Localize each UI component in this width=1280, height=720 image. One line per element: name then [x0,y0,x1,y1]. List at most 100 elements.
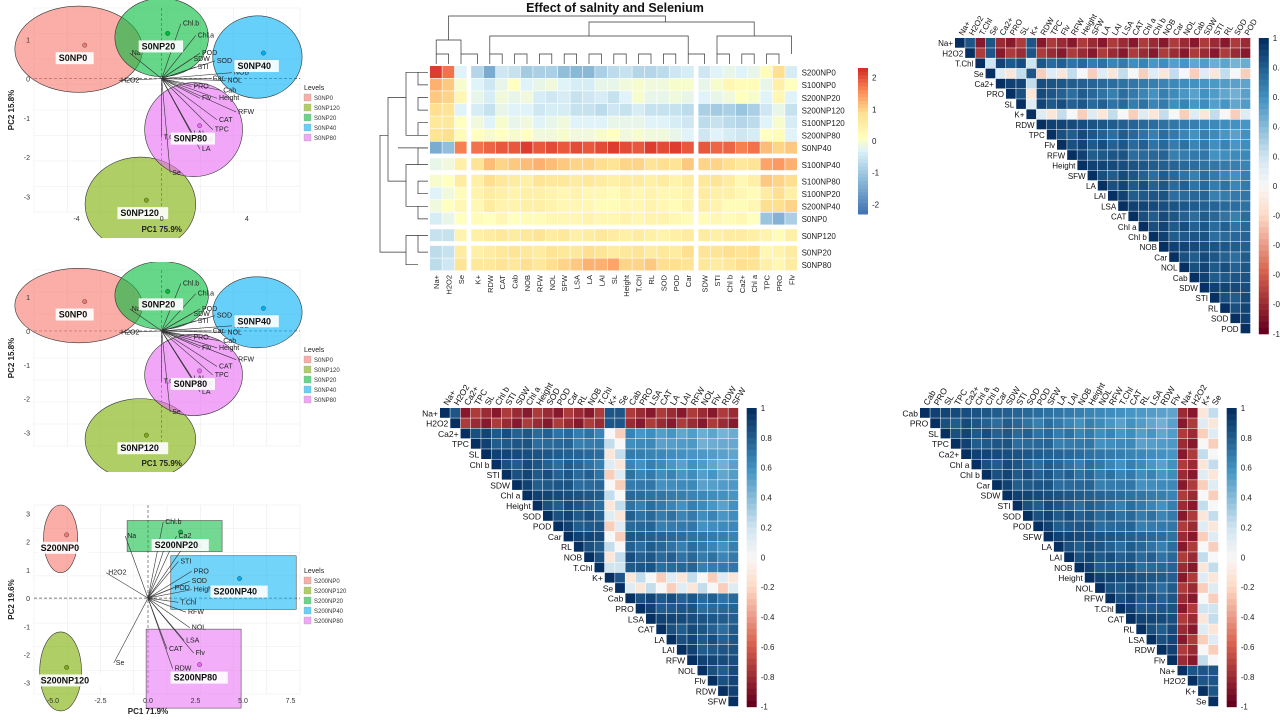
correlation-cell [1187,408,1198,418]
row-label: S200NP20 [802,94,841,103]
group-label: S0NP20 [142,299,176,309]
correlation-cell [1177,531,1188,542]
colorbar-segment [1258,103,1269,110]
correlation-cell [1230,191,1241,201]
correlation-cell [1199,221,1210,232]
correlation-cell [1167,583,1177,593]
heatmap-cell [723,212,735,225]
correlation-cell [1210,78,1220,89]
loading-vector [161,325,232,332]
correlation-cell [1084,490,1095,501]
y-tick-label: 0 [26,596,30,603]
correlation-cell [718,500,728,511]
correlation-cell [1057,58,1067,69]
heatmap-cell [454,66,467,78]
colorbar-segment [746,437,757,445]
correlation-cell [1240,231,1251,242]
correlation-cell [1105,500,1116,511]
correlation-cell [666,593,677,604]
heatmap-cell [785,129,797,141]
correlation-cell [1105,449,1116,459]
colorbar-segment [1226,557,1237,564]
correlation-cell [1136,459,1147,470]
correlation-cell [1210,109,1220,120]
row-label: S0NP120 [802,232,837,241]
correlation-cell [707,552,718,562]
loading-vector [161,78,201,99]
correlation-cell [1198,562,1208,573]
correlation-cell [1046,48,1057,58]
heatmap-cell [508,187,521,200]
correlation-cell [656,511,667,521]
correlation-cell [1159,109,1169,120]
correlation-cell [697,490,708,501]
row-variable-label: LSA [628,614,644,624]
correlation-cell [1230,201,1241,211]
legend-item: S0NP0 [314,358,334,364]
colorbar-segment [1226,611,1237,618]
correlation-cell [1118,99,1128,109]
correlation-cell [1146,428,1157,439]
heatmap-cell [772,200,785,212]
heatmap-cell [644,158,657,171]
heatmap-cell [710,258,723,271]
colorbar-segment [1226,700,1237,708]
correlation-cell [615,583,625,593]
heatmap-cell [620,245,632,258]
correlation-cell [553,459,564,470]
heatmap-cell [471,229,483,242]
colorbar-segment [746,664,757,672]
correlation-cell [1240,78,1251,89]
correlation-cell [1105,438,1116,449]
heatmap-cell [735,91,748,104]
correlation-cell [522,459,533,470]
heatmap-cell [533,141,545,154]
correlation-cell [615,480,625,490]
correlation-cell [1187,603,1198,614]
heatmap-cell [710,187,723,200]
correlation-cell [992,418,1002,429]
colorbar-segment [1226,431,1237,439]
correlation-cell [584,531,594,542]
correlation-cell [687,500,697,511]
colorbar-segment [858,144,868,149]
correlation-cell [1179,99,1190,109]
legend-swatch [303,586,312,595]
heatmap-cell [632,91,645,104]
colorbar-segment [1258,197,1269,205]
heatmap-cell [430,116,442,129]
correlation-cell [1179,58,1190,69]
correlation-cell [707,490,718,501]
correlation-cell [553,521,564,532]
correlation-cell [1115,500,1126,511]
heatmap-cell [760,158,773,171]
correlation-cell [1126,583,1136,593]
group-point [165,31,171,36]
row-variable-label: K+ [592,573,603,583]
colorbar-segment [858,206,868,211]
correlation-cell [1179,221,1190,232]
heatmap-cell [698,78,711,91]
correlation-cell [543,428,553,439]
x-tick-label: 2.5 [191,698,201,705]
correlation-cell [1023,438,1033,449]
correlation-cell [1189,58,1200,69]
colorbar-segment [1258,174,1269,181]
heatmap-cell [682,66,694,78]
heatmap-cell [710,103,723,116]
legend-swatch [303,606,312,615]
colorbar-segment [746,593,757,600]
colorbar-segment [1226,664,1237,672]
correlation-cell [1036,89,1047,99]
heatmap-cell [442,229,455,242]
vector-label: Na [127,533,136,540]
correlation-cell [1169,109,1179,120]
correlation-cell [450,418,461,429]
vector-label: T.Chl [180,599,196,606]
correlation-cell [1156,552,1167,562]
heatmap-cell [595,158,607,171]
correlation-cell [666,480,677,490]
heatmap-cell [508,258,521,271]
correlation-cell [594,428,605,439]
correlation-cell [687,541,697,552]
